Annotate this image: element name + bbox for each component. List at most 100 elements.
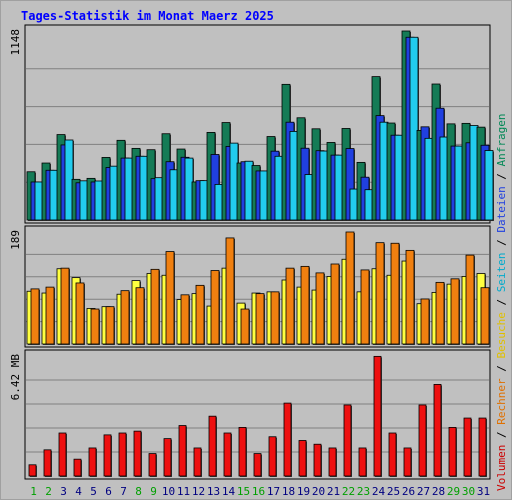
bar-rechner-day-19 [300, 265, 310, 345]
bar-volumen-day-14 [223, 432, 232, 477]
bar-volumen-day-13 [208, 415, 217, 477]
bar-volumen-day-12 [193, 447, 202, 477]
bar-volumen-day-26 [403, 447, 412, 477]
legend-separator: / [495, 359, 508, 379]
bar-volumen-day-5 [88, 447, 97, 477]
panel-middle-max-label: 189 [9, 230, 22, 250]
legend: Volumen / Rechner / Besuche / Seiten / D… [495, 113, 508, 491]
x-tick-label-day-4: 4 [75, 485, 82, 498]
legend-item-volumen: Volumen [495, 445, 508, 491]
legend-item-seiten: Seiten [495, 253, 508, 293]
bar-rechner-day-8 [135, 287, 145, 345]
bar-volumen-day-23 [358, 447, 367, 477]
bar-rechner-day-22 [345, 231, 355, 345]
legend-separator: / [495, 425, 508, 445]
x-tick-label-day-21: 21 [327, 485, 340, 498]
x-tick-label-day-20: 20 [312, 485, 325, 498]
x-tick-label-day-17: 17 [267, 485, 280, 498]
bar-rechner-day-14 [225, 237, 235, 345]
x-tick-label-day-25: 25 [387, 485, 400, 498]
bar-rechner-day-30 [465, 254, 475, 345]
x-tick-label-day-11: 11 [177, 485, 190, 498]
x-tick-label-day-12: 12 [192, 485, 205, 498]
bar-seiten-day-26 [409, 36, 419, 221]
bar-rechner-day-16 [255, 293, 265, 345]
x-tick-label-day-7: 7 [120, 485, 127, 498]
panel-bottom-max-label: 6.42 MB [9, 354, 22, 401]
bar-rechner-day-26 [405, 249, 415, 345]
x-tick-label-day-3: 3 [60, 485, 67, 498]
legend-item-anfragen: Anfragen [495, 113, 508, 166]
x-tick-label-day-9: 9 [150, 485, 157, 498]
bar-rechner-day-21 [330, 263, 340, 345]
x-tick-label-day-8: 8 [135, 485, 142, 498]
bar-rechner-day-5 [90, 308, 100, 345]
x-tick-label-day-30: 30 [462, 485, 475, 498]
bar-volumen-day-8 [133, 430, 142, 477]
bar-volumen-day-1 [28, 464, 37, 477]
x-tick-label-day-18: 18 [282, 485, 295, 498]
x-tick-label-day-19: 19 [297, 485, 310, 498]
bar-volumen-day-22 [343, 404, 352, 477]
x-tick-label-day-27: 27 [417, 485, 430, 498]
x-tick-label-day-16: 16 [252, 485, 265, 498]
x-tick-label-day-26: 26 [402, 485, 415, 498]
bar-rechner-day-6 [105, 306, 115, 345]
legend-item-rechner: Rechner [495, 378, 508, 425]
bar-volumen-day-2 [43, 449, 52, 477]
bar-rechner-day-31 [480, 287, 490, 345]
bar-volumen-day-6 [103, 434, 112, 477]
bar-volumen-day-3 [58, 432, 67, 477]
bar-volumen-day-29 [448, 427, 457, 477]
bar-volumen-day-21 [328, 447, 337, 477]
bar-volumen-day-15 [238, 427, 247, 477]
bar-volumen-day-16 [253, 453, 262, 477]
bar-rechner-day-10 [165, 251, 175, 345]
bar-rechner-day-3 [60, 267, 70, 345]
bar-rechner-day-12 [195, 284, 205, 345]
bar-volumen-day-30 [463, 417, 472, 477]
bar-volumen-day-24 [373, 355, 382, 477]
bar-rechner-day-1 [30, 288, 40, 345]
bar-rechner-day-9 [150, 268, 160, 345]
bar-volumen-day-10 [163, 438, 172, 477]
x-tick-label-day-6: 6 [105, 485, 112, 498]
bar-volumen-day-9 [148, 453, 157, 477]
bar-rechner-day-29 [450, 278, 460, 345]
bar-volumen-day-19 [298, 440, 307, 477]
x-tick-label-day-1: 1 [30, 485, 37, 498]
legend-separator: / [495, 292, 508, 312]
bar-rechner-day-13 [210, 270, 220, 345]
legend-item-besuche: Besuche [495, 312, 508, 358]
bar-rechner-day-24 [375, 242, 385, 345]
bar-volumen-day-17 [268, 436, 277, 477]
bar-volumen-day-31 [478, 417, 487, 477]
bar-rechner-day-28 [435, 281, 445, 345]
x-tick-label-day-24: 24 [372, 485, 386, 498]
x-tick-label-day-28: 28 [432, 485, 445, 498]
legend-item-dateien: Dateien [495, 186, 508, 232]
x-tick-label-day-15: 15 [237, 485, 250, 498]
x-tick-label-day-5: 5 [90, 485, 97, 498]
bar-rechner-day-7 [120, 290, 130, 345]
bar-volumen-day-25 [388, 432, 397, 477]
bar-rechner-day-2 [45, 286, 55, 345]
bar-rechner-day-17 [270, 291, 280, 345]
bar-volumen-day-27 [418, 404, 427, 477]
bar-volumen-day-28 [433, 384, 442, 477]
bar-rechner-day-11 [180, 294, 190, 345]
x-tick-label-day-29: 29 [447, 485, 460, 498]
bar-volumen-day-7 [118, 432, 127, 477]
bar-rechner-day-27 [420, 298, 430, 345]
bar-volumen-day-4 [73, 458, 82, 477]
bar-rechner-day-18 [285, 267, 295, 345]
legend-separator: / [495, 166, 508, 186]
legend-separator: / [495, 233, 508, 253]
bar-volumen-day-20 [313, 443, 322, 477]
bar-rechner-day-4 [75, 282, 85, 345]
bar-volumen-day-18 [283, 402, 292, 477]
bar-rechner-day-20 [315, 272, 325, 345]
x-tick-label-day-31: 31 [477, 485, 490, 498]
